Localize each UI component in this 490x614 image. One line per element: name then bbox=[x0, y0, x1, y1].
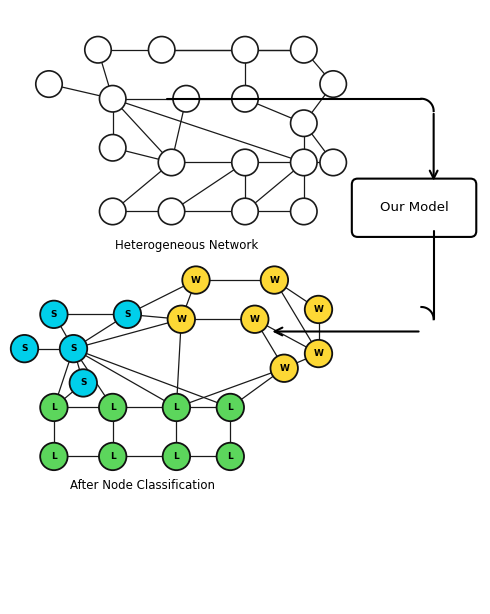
Text: L: L bbox=[227, 452, 233, 461]
Circle shape bbox=[36, 71, 62, 97]
Circle shape bbox=[99, 443, 126, 470]
Text: L: L bbox=[227, 403, 233, 412]
FancyBboxPatch shape bbox=[352, 179, 476, 237]
Circle shape bbox=[232, 198, 258, 225]
Text: W: W bbox=[191, 276, 201, 284]
Circle shape bbox=[40, 443, 68, 470]
Text: After Node Classification: After Node Classification bbox=[70, 480, 215, 492]
Text: L: L bbox=[173, 403, 179, 412]
Circle shape bbox=[320, 71, 346, 97]
Text: L: L bbox=[110, 403, 116, 412]
Circle shape bbox=[217, 394, 244, 421]
Circle shape bbox=[261, 266, 288, 293]
Circle shape bbox=[85, 36, 111, 63]
Circle shape bbox=[11, 335, 38, 362]
Circle shape bbox=[70, 369, 97, 397]
Text: W: W bbox=[279, 363, 289, 373]
Circle shape bbox=[114, 301, 141, 328]
Text: S: S bbox=[70, 344, 77, 353]
Text: L: L bbox=[173, 452, 179, 461]
Text: Heterogeneous Network: Heterogeneous Network bbox=[115, 239, 258, 252]
Circle shape bbox=[232, 149, 258, 176]
Circle shape bbox=[291, 110, 317, 136]
Circle shape bbox=[173, 85, 199, 112]
Text: W: W bbox=[270, 276, 279, 284]
Text: Our Model: Our Model bbox=[380, 201, 448, 214]
Circle shape bbox=[148, 36, 175, 63]
Circle shape bbox=[232, 85, 258, 112]
Text: L: L bbox=[51, 403, 57, 412]
Circle shape bbox=[270, 354, 298, 382]
Circle shape bbox=[291, 149, 317, 176]
Circle shape bbox=[305, 340, 332, 367]
Text: S: S bbox=[50, 310, 57, 319]
Circle shape bbox=[158, 198, 185, 225]
Circle shape bbox=[99, 198, 126, 225]
Circle shape bbox=[99, 85, 126, 112]
Circle shape bbox=[232, 36, 258, 63]
Circle shape bbox=[291, 198, 317, 225]
Circle shape bbox=[163, 443, 190, 470]
Circle shape bbox=[320, 149, 346, 176]
Text: W: W bbox=[314, 349, 323, 358]
Circle shape bbox=[163, 394, 190, 421]
Text: W: W bbox=[314, 305, 323, 314]
Circle shape bbox=[217, 443, 244, 470]
Text: S: S bbox=[124, 310, 131, 319]
Circle shape bbox=[99, 394, 126, 421]
Circle shape bbox=[182, 266, 210, 293]
Circle shape bbox=[60, 335, 87, 362]
Text: W: W bbox=[176, 315, 186, 324]
Text: L: L bbox=[110, 452, 116, 461]
Circle shape bbox=[168, 306, 195, 333]
Text: S: S bbox=[21, 344, 28, 353]
Circle shape bbox=[291, 36, 317, 63]
Text: W: W bbox=[250, 315, 260, 324]
Text: S: S bbox=[80, 378, 87, 387]
Circle shape bbox=[158, 149, 185, 176]
Circle shape bbox=[241, 306, 269, 333]
Circle shape bbox=[40, 394, 68, 421]
Circle shape bbox=[305, 296, 332, 323]
Circle shape bbox=[99, 134, 126, 161]
Text: L: L bbox=[51, 452, 57, 461]
Circle shape bbox=[40, 301, 68, 328]
